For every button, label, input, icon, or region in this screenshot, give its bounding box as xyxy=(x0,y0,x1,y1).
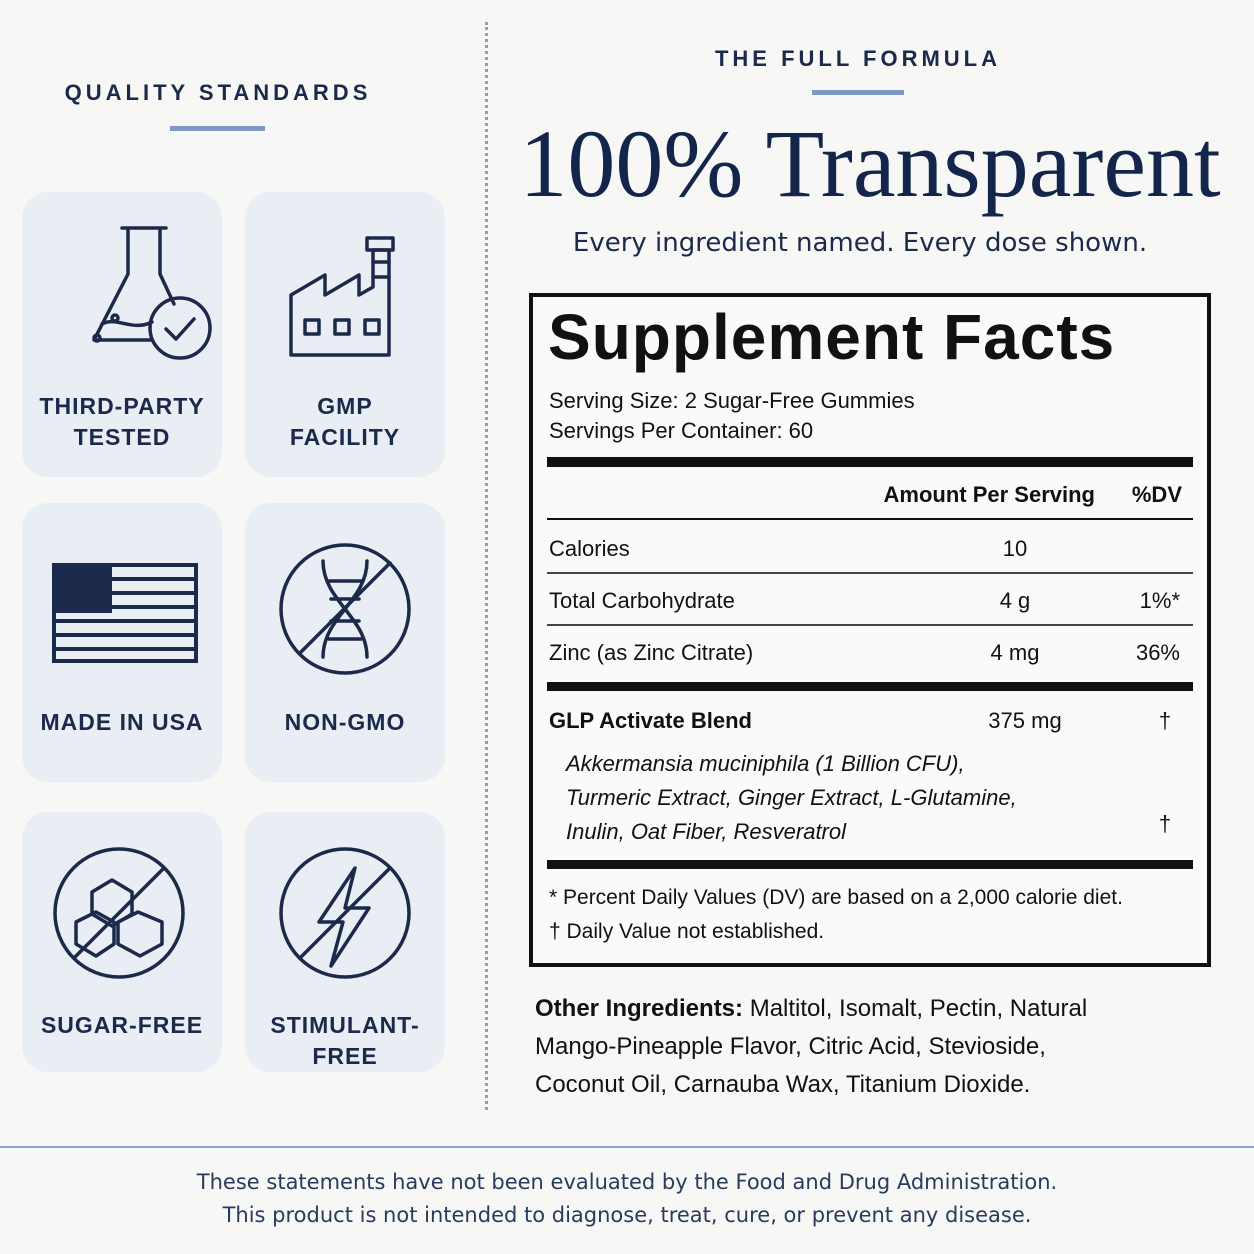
other-label: Other Ingredients: xyxy=(535,995,744,1022)
serving-size: Serving Size: 2 Sugar-Free Gummies xyxy=(549,388,915,413)
flask-icon xyxy=(92,226,212,360)
badge-label: SUGAR-FREE xyxy=(40,1012,204,1038)
badge: GMP FACILITY xyxy=(245,192,445,477)
column-header: %DV xyxy=(1131,482,1182,507)
blend-dv: † xyxy=(1158,708,1172,733)
badge-label: TESTED xyxy=(73,424,171,450)
accent-bar xyxy=(812,90,904,95)
rule xyxy=(547,457,1193,467)
eyebrow: THE FULL FORMULA xyxy=(714,46,1001,71)
footnote: † Daily Value not established. xyxy=(549,920,825,943)
disclaimer-line: This product is not intended to diagnose… xyxy=(222,1203,1032,1227)
badge: SUGAR-FREE xyxy=(22,812,222,1072)
servings: Servings Per Container: 60 xyxy=(549,418,814,443)
other-line: Mango-Pineapple Flavor, Citric Acid, Ste… xyxy=(535,1033,1046,1060)
badge: STIMULANT-FREE xyxy=(245,812,445,1072)
section-title: QUALITY STANDARDS xyxy=(64,80,372,105)
footer-rule xyxy=(0,1146,1254,1148)
blend-ingredient: Akkermansia muciniphila (1 Billion CFU), xyxy=(566,751,965,776)
row-rule xyxy=(547,572,1193,574)
blend-dv: † xyxy=(1158,811,1172,836)
rule xyxy=(547,682,1193,691)
facts-panel xyxy=(529,293,1211,967)
blend-ingredient: Turmeric Extract, Ginger Extract, L-Glut… xyxy=(566,785,1017,810)
badge-label: FACILITY xyxy=(289,424,401,450)
bolt-icon xyxy=(279,847,411,979)
sugar-icon xyxy=(53,847,185,979)
disclaimer-line: These statements have not been evaluated… xyxy=(196,1170,1058,1194)
badge-label: MADE IN USA xyxy=(40,709,204,735)
dna-icon xyxy=(279,543,411,675)
other-ingredients: Other Ingredients: Maltitol, Isomalt, Pe… xyxy=(535,990,1087,1104)
headline: 100% Transparent xyxy=(519,110,1221,217)
other-line: Coconut Oil, Carnauba Wax, Titanium Diox… xyxy=(535,1071,1031,1098)
badge-label: THIRD-PARTY xyxy=(39,393,205,419)
blend-name: GLP Activate Blend xyxy=(549,708,752,733)
row-name: Calories xyxy=(549,536,630,561)
badge-label: NON-GMO xyxy=(284,709,406,735)
facts-title: Supplement Facts xyxy=(548,301,1116,373)
badge-label: STIMULANT-FREE xyxy=(270,1012,420,1069)
badge: NON-GMO xyxy=(245,503,445,782)
other-text: Maltitol, Isomalt, Pectin, Natural xyxy=(749,995,1088,1022)
row-amount: 10 xyxy=(1002,536,1028,561)
badge: THIRD-PARTY TESTED xyxy=(22,192,222,477)
other-line: Other Ingredients: Maltitol, Isomalt, Pe… xyxy=(535,990,1087,1028)
divider xyxy=(485,22,488,1110)
row-amount: 4 g xyxy=(999,588,1031,613)
badge: MADE IN USA xyxy=(22,503,222,782)
rule xyxy=(547,518,1193,520)
blend-ingredient: Inulin, Oat Fiber, Resveratrol xyxy=(566,819,847,844)
flag-icon xyxy=(52,563,198,663)
row-name: Total Carbohydrate xyxy=(549,588,735,613)
accent-bar xyxy=(170,126,265,131)
row-amount: 4 mg xyxy=(990,640,1040,665)
badge-label: GMP xyxy=(317,393,373,419)
row-rule xyxy=(547,624,1193,626)
row-name: Zinc (as Zinc Citrate) xyxy=(549,640,754,665)
footnote: * Percent Daily Values (DV) are based on… xyxy=(549,886,1123,909)
subhead: Every ingredient named. Every dose shown… xyxy=(572,228,1148,258)
column-header: Amount Per Serving xyxy=(883,482,1095,507)
blend-amount: 375 mg xyxy=(988,708,1062,733)
disclaimer: These statements have not been evaluated… xyxy=(0,1166,1254,1232)
rule xyxy=(547,860,1193,869)
factory-icon xyxy=(289,236,395,357)
row-dv: 36% xyxy=(1135,640,1180,665)
row-dv: 1%* xyxy=(1139,588,1180,613)
